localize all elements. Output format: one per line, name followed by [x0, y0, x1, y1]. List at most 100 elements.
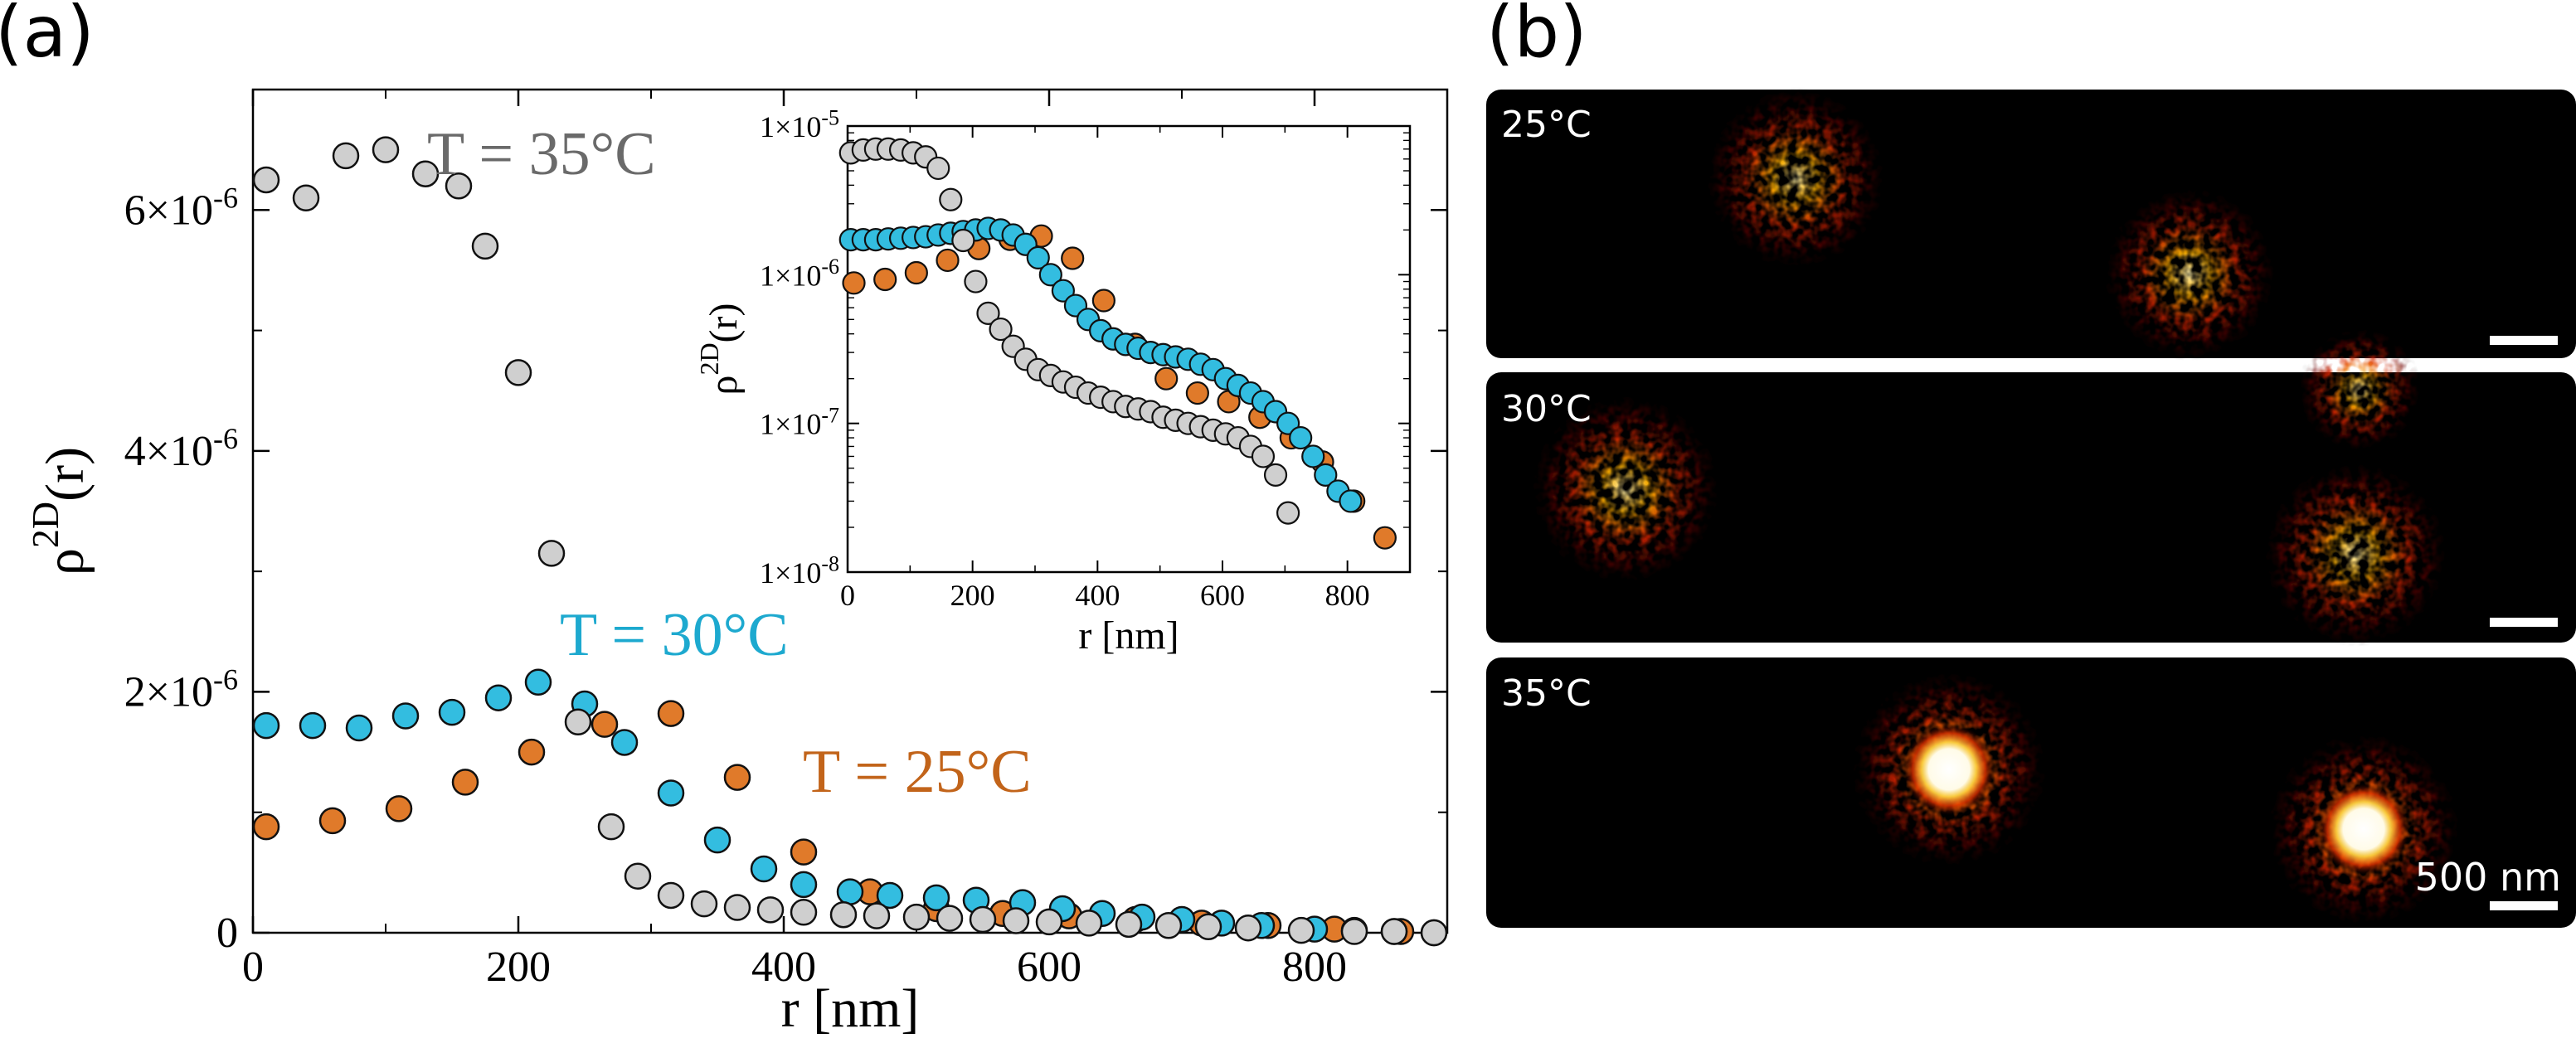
inset-y-tick-label-exp: -6: [821, 255, 839, 279]
main-point-series-0: [1380, 918, 1408, 945]
main-point-series-0: [1194, 913, 1222, 940]
main-y-tick-label-exp: -6: [213, 181, 238, 214]
main-y-axis-title-sup: 2D: [24, 502, 66, 548]
main-point-series-0: [1075, 910, 1103, 937]
inset-point-series-2: [1154, 366, 1179, 391]
inset-point-series-1: [1026, 245, 1050, 269]
main-y-tick-label-base: 0: [216, 910, 238, 957]
series-label-0: T = 35°C: [427, 120, 656, 188]
main-point-series-0: [936, 905, 964, 932]
main-point-series-0: [829, 900, 858, 929]
series-label-2: T = 25°C: [803, 738, 1032, 806]
inset-y-tick-label-base: 1×10: [760, 110, 821, 143]
inset-point-series-0: [1251, 444, 1276, 468]
inset-point-series-0: [1263, 463, 1288, 487]
inset-y-tick-label: 1×10-5: [760, 106, 839, 143]
main-y-axis-title-base: ρ: [35, 548, 95, 575]
inset-y-axis-title: ρ2D(r): [694, 303, 746, 395]
micrograph-30c-label: 30°C: [1501, 388, 1592, 430]
main-point-series-0: [332, 142, 360, 170]
main-point-series-0: [537, 540, 566, 567]
main-y-tick-label-exp: -6: [213, 663, 238, 696]
main-point-series-2: [790, 838, 818, 866]
main-point-series-0: [1154, 912, 1183, 939]
inset-point-series-2: [1091, 289, 1115, 313]
main-point-series-0: [372, 136, 400, 163]
inset-x-tick-label: 600: [1200, 579, 1245, 612]
main-point-series-0: [902, 903, 931, 931]
main-point-series-2: [318, 807, 347, 835]
main-x-tick-label: 800: [1282, 944, 1347, 991]
inset-point-series-1: [1051, 279, 1076, 303]
inset-y-tick-label-base: 1×10: [760, 259, 821, 292]
main-x-tick-label: 0: [242, 944, 264, 991]
micrograph-30c: 30°C: [1486, 328, 2576, 647]
main-point-series-0: [790, 899, 818, 926]
micrograph-30c-particles: [1530, 328, 2448, 647]
inset-y-tick-label-base: 1×10: [760, 556, 821, 590]
main-point-series-0: [252, 166, 280, 194]
main-point-series-0: [1420, 919, 1448, 947]
inset-point-series-2: [842, 271, 866, 295]
inset-x-tick-label: 200: [950, 579, 995, 612]
main-x-tick-label: 600: [1017, 944, 1081, 991]
micrograph-35c-scale-bar: [2490, 901, 2558, 910]
main-point-series-0: [863, 902, 891, 929]
inset-point-series-2: [904, 260, 928, 285]
main-point-series-0: [690, 890, 718, 918]
micrograph-35c: 35°C 500 nm: [1486, 657, 2576, 928]
inset-point-series-1: [1038, 263, 1062, 287]
inset-y-axis-title-sup: 2D: [694, 342, 724, 375]
main-x-axis-title: r [nm]: [781, 978, 920, 1039]
main-y-tick-label: 0: [216, 910, 238, 957]
main-point-series-0: [471, 232, 499, 260]
main-point-series-2: [252, 813, 280, 841]
main-point-series-1: [524, 668, 552, 696]
inset-x-tick-label: 400: [1075, 579, 1120, 612]
main-point-series-0: [657, 881, 685, 910]
panel-a-label: (a): [0, 0, 95, 74]
inset-x-tick-label: 0: [840, 579, 855, 612]
main-point-series-1: [836, 878, 864, 905]
main-y-tick-label: 4×10-6: [124, 422, 238, 475]
main-point-series-0: [969, 905, 997, 934]
main-point-series-2: [518, 738, 546, 766]
main-y-tick-label-base: 6×10: [124, 187, 213, 234]
main-y-axis-title: ρ2D(r): [24, 447, 95, 575]
series-label-1: T = 30°C: [560, 601, 789, 669]
main-point-series-1: [790, 871, 818, 899]
inset-point-series-0: [1276, 501, 1300, 525]
main-point-series-1: [610, 729, 639, 756]
main-point-series-0: [1035, 908, 1063, 936]
inset-y-tick-label: 1×10-7: [760, 403, 839, 440]
main-y-tick-label: 2×10-6: [124, 663, 238, 716]
inset-point-series-1: [1301, 444, 1325, 468]
micrograph-25c-particles: [1704, 87, 2277, 361]
panel-b-label: (b): [1486, 0, 1587, 74]
main-point-series-1: [750, 855, 778, 883]
main-point-series-0: [1234, 914, 1262, 942]
main-point-series-2: [451, 769, 479, 796]
micrograph-35c-label: 35°C: [1501, 672, 1592, 715]
main-point-series-0: [624, 862, 652, 890]
inset-y-tick-label: 1×10-8: [760, 552, 839, 590]
inset-y-tick-label-exp: -7: [821, 403, 839, 427]
micrograph-35c-core-left: [1903, 724, 1995, 815]
main-point-series-1: [345, 714, 373, 742]
main-point-series-0: [411, 160, 440, 187]
inset-point-series-2: [1061, 246, 1085, 270]
inset-point-series-1: [1339, 489, 1363, 513]
inset-y-axis-title-base: ρ: [702, 376, 746, 395]
inset-y-tick-label-exp: -5: [821, 106, 839, 130]
main-point-series-2: [657, 700, 685, 727]
main-point-series-0: [756, 896, 785, 924]
main-point-series-1: [484, 684, 513, 711]
main-point-series-0: [504, 359, 532, 386]
main-y-tick-label: 6×10-6: [124, 181, 238, 234]
main-point-series-0: [564, 708, 592, 735]
main-y-axis-title-tail: (r): [35, 447, 95, 502]
main-point-series-1: [922, 884, 950, 912]
micrograph-30c-scale-bar: [2490, 618, 2558, 627]
main-x-tick-label: 200: [486, 944, 551, 991]
